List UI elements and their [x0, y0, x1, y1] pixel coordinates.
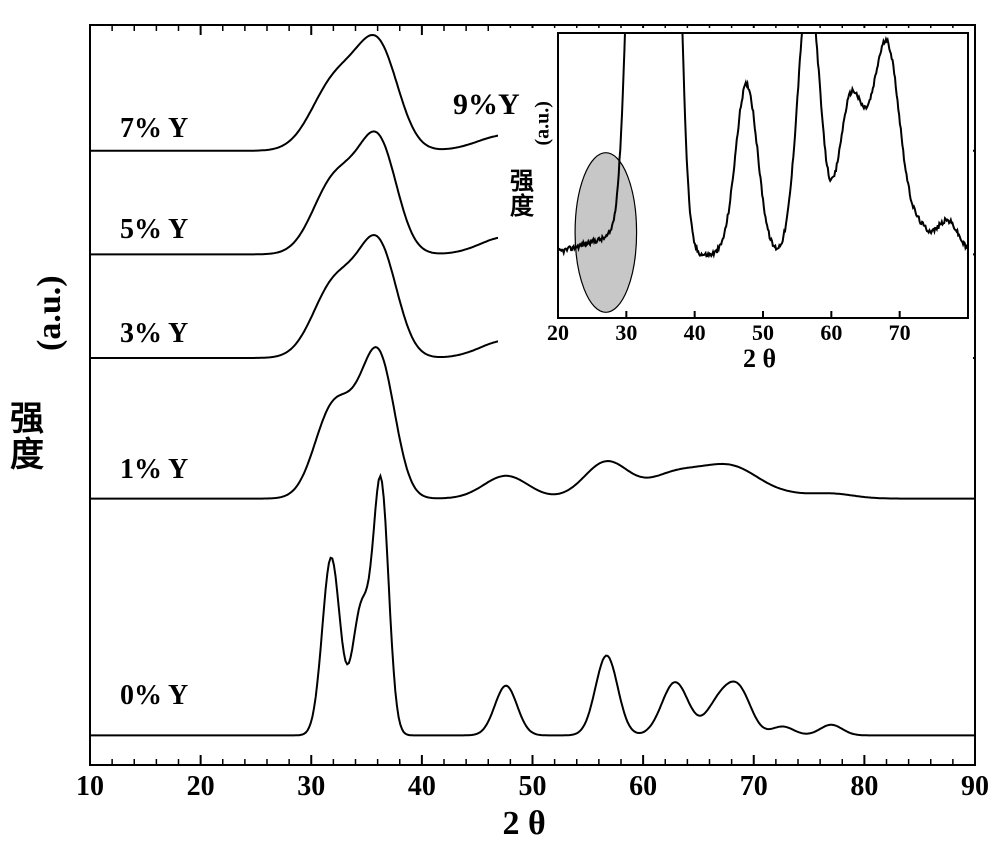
inset-xtick-label: 40: [684, 320, 706, 346]
series-label-2: 3% Y: [120, 318, 188, 350]
main-xtick-label: 30: [297, 771, 325, 803]
inset-title: 9%Y: [453, 88, 520, 122]
xrd-series-0: [90, 476, 974, 735]
series-label-4: 7% Y: [120, 113, 188, 145]
series-label-0: 0% Y: [120, 680, 188, 712]
main-xtick-label: 60: [629, 771, 657, 803]
inset-xtick-label: 60: [820, 320, 842, 346]
series-label-3: 5% Y: [120, 214, 188, 246]
main-xtick-label: 10: [76, 771, 104, 803]
xrd-figure: 10 20 30 40 50 60 70 80 90 2 θ (a.u.) 强度 0% Y 1% Y 3%…: [0, 0, 1000, 861]
inset-ylabel-unit: (a.u.): [532, 115, 555, 145]
main-xlabel: 2 θ: [503, 805, 546, 843]
series-label-1: 1% Y: [120, 454, 188, 486]
main-ylabel-cn: 强度: [10, 402, 44, 473]
inset-xtick-label: 20: [547, 320, 569, 346]
inset-xtick-label: 50: [752, 320, 774, 346]
main-xtick-label: 70: [740, 771, 768, 803]
main-ylabel-unit: (a.u.): [31, 311, 69, 351]
main-xtick-label: 50: [519, 771, 547, 803]
main-xtick-label: 90: [961, 771, 989, 803]
inset-highlight-ellipse: [575, 153, 637, 313]
inset-xtick-label: 30: [615, 320, 637, 346]
main-xtick-label: 40: [408, 771, 436, 803]
main-xtick-label: 20: [187, 771, 215, 803]
inset-xlabel: 2 θ: [743, 344, 776, 374]
inset-xtick-label: 70: [889, 320, 911, 346]
main-xtick-label: 80: [850, 771, 878, 803]
inset-ylabel-cn: 强度: [510, 170, 534, 220]
